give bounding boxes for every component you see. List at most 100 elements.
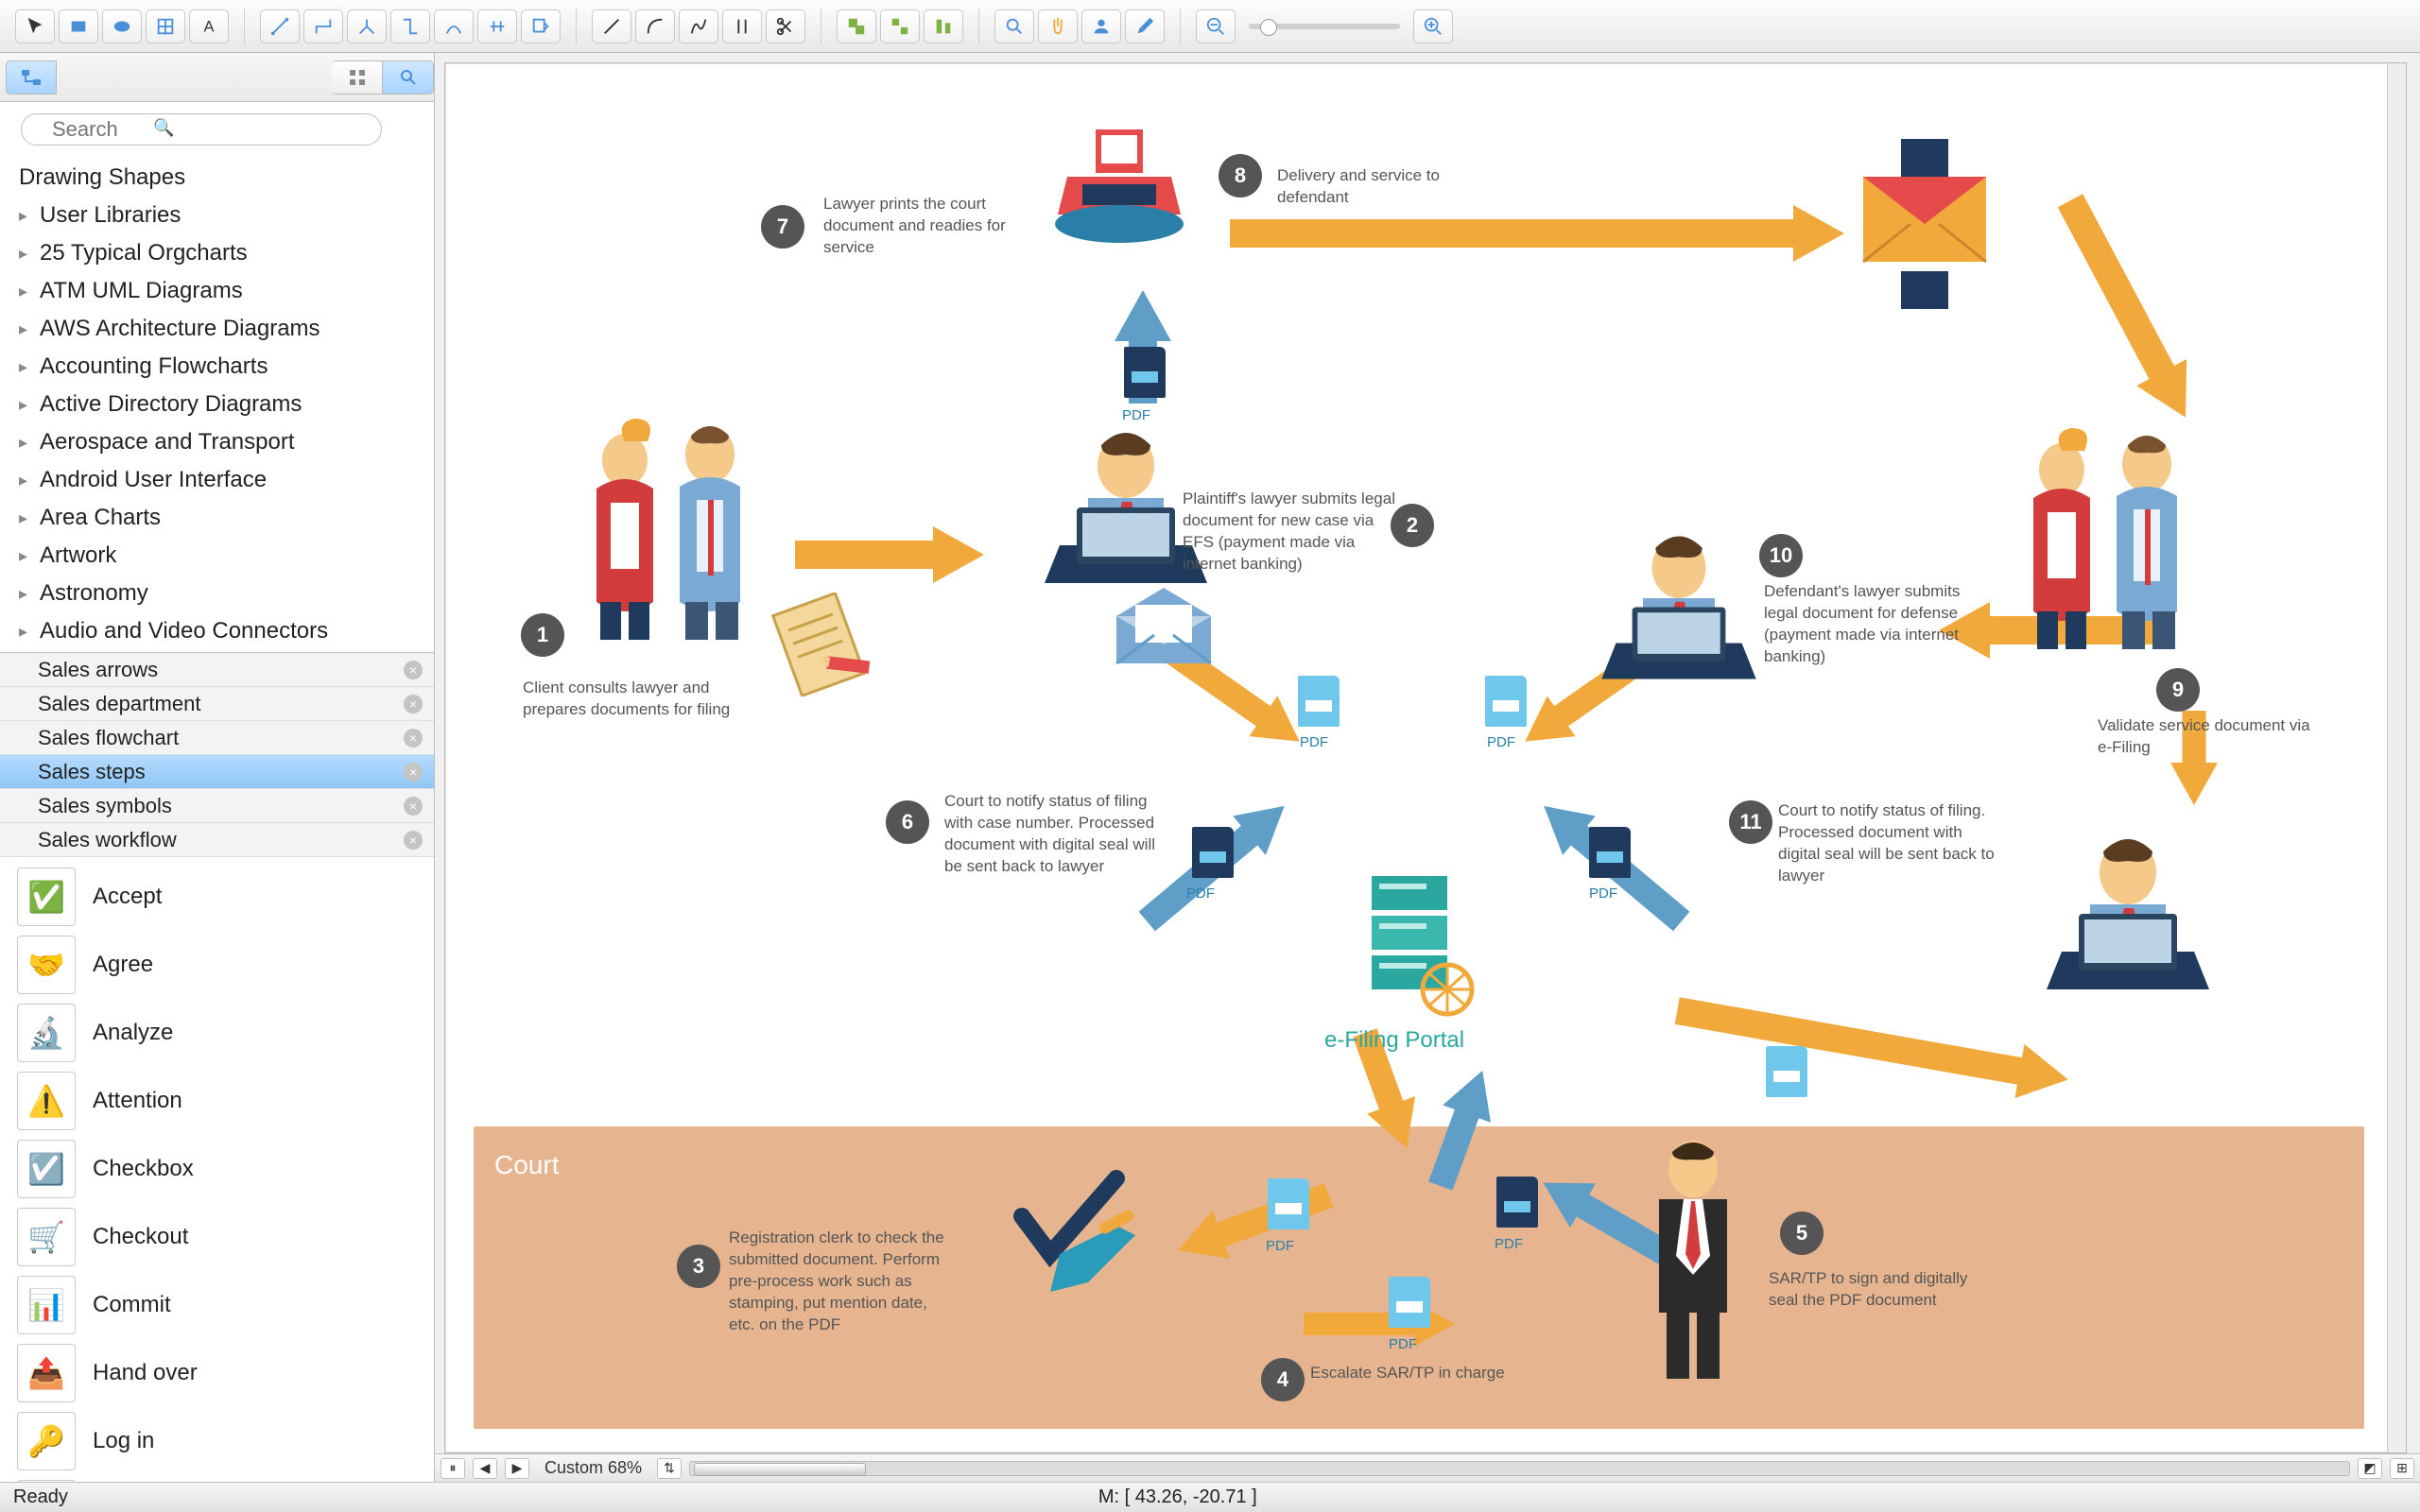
shape-item[interactable]: 🤝Agree (0, 931, 434, 999)
nav-next[interactable]: ▶ (505, 1458, 529, 1479)
connector-4[interactable] (390, 9, 430, 43)
horizontal-scrollbar[interactable] (689, 1461, 2350, 1476)
ungroup-tool[interactable] (880, 9, 920, 43)
pdf-icon (1589, 827, 1631, 878)
library-tab[interactable]: Sales symbols× (0, 789, 434, 823)
shape-item[interactable]: 🔬Analyze (0, 999, 434, 1067)
zoom-in-button[interactable] (1413, 9, 1453, 43)
text-tool[interactable]: A (189, 9, 229, 43)
step-badge-10: 10 (1759, 534, 1803, 577)
close-icon[interactable]: × (404, 797, 423, 816)
disclosure-triangle-icon: ▸ (19, 282, 34, 301)
close-icon[interactable]: × (404, 729, 423, 747)
arc-tool[interactable] (635, 9, 675, 43)
connector-export[interactable] (521, 9, 561, 43)
pointer-tool[interactable] (15, 9, 55, 43)
tree-item[interactable]: ▸Astronomy (19, 575, 434, 612)
library-tab-label: Sales department (38, 692, 200, 716)
connector-3[interactable] (347, 9, 387, 43)
profile-tool[interactable] (1081, 9, 1121, 43)
nav-corner-2[interactable]: ⊞ (2390, 1458, 2414, 1479)
tree-item[interactable]: ▸Aerospace and Transport (19, 423, 434, 461)
tree-item[interactable]: ▸Accounting Flowcharts (19, 348, 434, 386)
step-badge-3: 3 (677, 1245, 720, 1288)
pan-tool[interactable] (1038, 9, 1078, 43)
sidebar-view-tree[interactable] (6, 60, 57, 94)
group-tool[interactable] (837, 9, 876, 43)
line-tool[interactable] (592, 9, 631, 43)
diagram-canvas[interactable]: Court (445, 63, 2406, 1452)
shape-item[interactable]: ☑️Checkbox (0, 1135, 434, 1203)
canvas-viewport[interactable]: Court (444, 62, 2407, 1453)
nav-corner-1[interactable]: ◩ (2358, 1458, 2382, 1479)
tree-item[interactable]: ▸User Libraries (19, 197, 434, 234)
spline-tool[interactable] (679, 9, 718, 43)
close-icon[interactable]: × (404, 763, 423, 782)
library-tabs: Sales arrows×Sales department×Sales flow… (0, 652, 434, 857)
shape-item[interactable]: 🔑Log in (0, 1407, 434, 1475)
pdf-label: PDF (1389, 1336, 1417, 1352)
library-tab[interactable]: Sales steps× (0, 755, 434, 789)
library-tab-label: Sales arrows (38, 658, 158, 682)
pdf-icon (1485, 676, 1527, 727)
status-ready: Ready (13, 1486, 68, 1508)
step-text-11: Court to notify status of filing. Proces… (1778, 800, 1996, 887)
sidebar-view-search[interactable] (383, 60, 434, 94)
close-icon[interactable]: × (404, 661, 423, 679)
tree-item[interactable]: ▸Artwork (19, 537, 434, 575)
shape-item[interactable]: 📊Commit (0, 1271, 434, 1339)
zoom-out-button[interactable] (1196, 9, 1236, 43)
vertical-scrollbar[interactable] (2387, 63, 2406, 1452)
connector-6[interactable] (477, 9, 517, 43)
toolbar-group-grouping (831, 9, 969, 43)
shape-item[interactable]: 🛒Checkout (0, 1203, 434, 1271)
tree-item[interactable]: ▸25 Typical Orgcharts (19, 234, 434, 272)
connector-5[interactable] (434, 9, 474, 43)
svg-text:A: A (204, 18, 215, 35)
step-text-5: SAR/TP to sign and digitally seal the PD… (1769, 1268, 1986, 1312)
library-tab[interactable]: Sales department × (0, 687, 434, 721)
search-input[interactable] (21, 113, 382, 146)
tree-item[interactable]: ▸Audio and Video Connectors (19, 612, 434, 650)
vline-tool[interactable] (722, 9, 762, 43)
eyedropper-tool[interactable] (1125, 9, 1165, 43)
shape-thumb-icon: 🤝 (17, 936, 76, 994)
diagram-hand-check-icon (1003, 1169, 1145, 1306)
library-tab[interactable]: Sales flowchart× (0, 721, 434, 755)
connector-2[interactable] (303, 9, 343, 43)
align-tool[interactable] (924, 9, 963, 43)
shape-item[interactable]: ✅Accept (0, 863, 434, 931)
toolbar-group-lines (586, 9, 811, 43)
shape-item[interactable]: ✍️Manual filling (0, 1475, 434, 1482)
shape-name-label: Analyze (93, 1020, 173, 1046)
nav-pause[interactable]: ⏸ (441, 1458, 465, 1479)
zoom-stepper[interactable]: ⇅ (657, 1458, 682, 1479)
connector-1[interactable] (260, 9, 300, 43)
sidebar-view-grid[interactable] (332, 60, 383, 94)
library-tab[interactable]: Sales arrows × (0, 653, 434, 687)
tree-item[interactable]: ▸ATM UML Diagrams (19, 272, 434, 310)
shape-item[interactable]: 📤Hand over (0, 1339, 434, 1407)
tree-item[interactable]: ▸Android User Interface (19, 461, 434, 499)
table-tool[interactable] (146, 9, 185, 43)
tree-item[interactable]: ▸Area Charts (19, 499, 434, 537)
library-tab[interactable]: Sales workflow× (0, 823, 434, 857)
tree-item[interactable]: ▸AWS Architecture Diagrams (19, 310, 434, 348)
close-icon[interactable]: × (404, 695, 423, 713)
shape-thumb-icon: ✍️ (17, 1480, 76, 1482)
zoom-slider[interactable] (1249, 24, 1400, 29)
tree-root[interactable]: Drawing Shapes (19, 159, 434, 197)
pdf-icon (1496, 1177, 1538, 1228)
shape-item[interactable]: ⚠️Attention (0, 1067, 434, 1135)
pdf-icon (1268, 1178, 1309, 1229)
shape-name-label: Checkbox (93, 1156, 194, 1182)
rect-tool[interactable] (59, 9, 98, 43)
pdf-label: PDF (1266, 1238, 1294, 1254)
snip-tool[interactable] (766, 9, 805, 43)
close-icon[interactable]: × (404, 831, 423, 850)
zoom-fit-tool[interactable] (994, 9, 1034, 43)
ellipse-tool[interactable] (102, 9, 142, 43)
nav-prev[interactable]: ◀ (473, 1458, 497, 1479)
tree-item-label: Aerospace and Transport (40, 429, 295, 455)
tree-item[interactable]: ▸Active Directory Diagrams (19, 386, 434, 423)
